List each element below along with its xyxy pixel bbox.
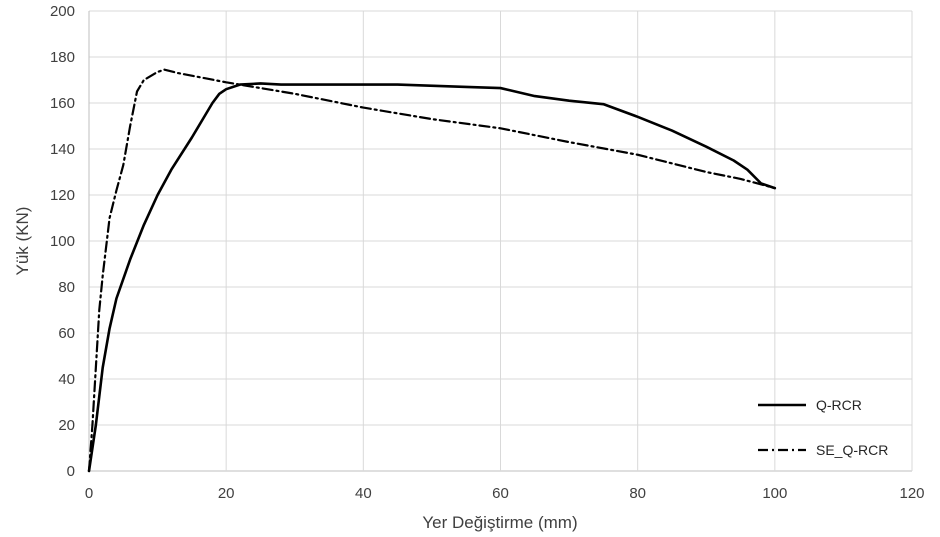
grid-lines xyxy=(88,10,913,472)
series-line-se-q-rcr xyxy=(87,68,776,473)
series-lines xyxy=(87,68,777,473)
y-tick-label: 20 xyxy=(58,417,75,434)
tick-labels: 0 20 40 60 80 100 120 140 160 180 200 0 20 40 60 80 100 1… xyxy=(50,3,925,502)
x-tick-label: 120 xyxy=(899,485,924,502)
x-tick-label: 60 xyxy=(492,485,509,502)
x-tick-label: 100 xyxy=(762,485,787,502)
series-line-q-rcr xyxy=(87,82,777,473)
legend-label-q-rcr: Q-RCR xyxy=(816,397,862,413)
y-tick-label: 60 xyxy=(58,325,75,342)
y-tick-label: 40 xyxy=(58,371,75,388)
y-tick-label: 180 xyxy=(50,49,75,66)
x-axis-title: Yer Değiştirme (mm) xyxy=(422,513,577,532)
y-tick-label: 80 xyxy=(58,279,75,296)
y-tick-label: 160 xyxy=(50,95,75,112)
legend-label-se-q-rcr: SE_Q-RCR xyxy=(816,442,888,458)
y-axis-title: Yük (KN) xyxy=(13,207,32,276)
y-tick-label: 140 xyxy=(50,141,75,158)
x-tick-label: 20 xyxy=(218,485,235,502)
y-tick-label: 0 xyxy=(67,463,75,480)
y-tick-label: 120 xyxy=(50,187,75,204)
x-tick-label: 0 xyxy=(85,485,93,502)
x-tick-label: 40 xyxy=(355,485,372,502)
y-tick-label: 100 xyxy=(50,233,75,250)
x-tick-label: 80 xyxy=(629,485,646,502)
y-tick-label: 200 xyxy=(50,3,75,20)
legend: Q-RCR SE_Q-RCR xyxy=(758,397,888,458)
